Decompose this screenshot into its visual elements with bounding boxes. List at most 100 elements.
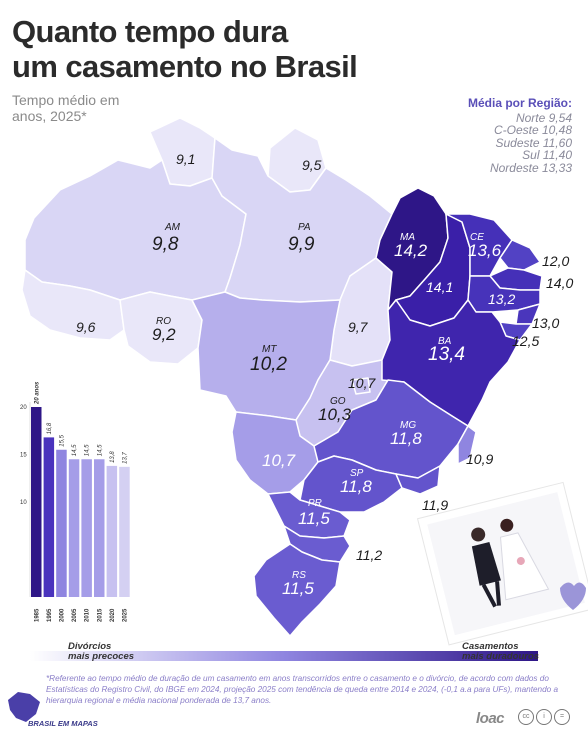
subtitle-line-1: Tempo médio em (12, 92, 120, 108)
label-mg-value: 11,8 (390, 429, 422, 448)
label-ro-abbr: RO (156, 316, 171, 327)
label-pa-abbr: PA (298, 222, 311, 233)
label-mt-abbr: MT (262, 344, 277, 355)
by-icon: i (536, 709, 552, 725)
chart-bar (119, 466, 130, 597)
label-pa-value: 9,9 (288, 234, 315, 255)
legend-gradient (30, 651, 538, 661)
regional-averages: Média por Região: Norte 9,54 C-Oeste 10,… (468, 97, 572, 174)
label-pe-value: 13,2 (488, 291, 515, 307)
chart-category-label: 2020 (110, 608, 116, 622)
regional-averages-title: Média por Região: (467, 96, 572, 110)
region-norte: Norte 9,54 (515, 110, 572, 125)
label-pi-value: 14,1 (426, 279, 453, 295)
label-se-value: 12,5 (512, 333, 539, 349)
label-go-abbr: GO (330, 396, 346, 407)
label-ma-abbr: MA (400, 232, 415, 243)
chart-value-label: 14,5 (85, 444, 91, 456)
bride-head (500, 518, 514, 532)
legend-left-line1: Divórcios (68, 641, 112, 652)
label-mt-value: 10,2 (250, 354, 287, 375)
cc-icon: cc (518, 709, 534, 725)
state-df[interactable] (351, 377, 371, 395)
label-ce-value: 13,6 (468, 241, 502, 260)
label-ce-abbr: CE (470, 232, 484, 243)
chart-bar (68, 459, 80, 597)
region-sul: Sul 11,40 (522, 148, 572, 162)
brand-name: BRASIL EM MAPAS (28, 719, 98, 728)
chart-bar (81, 459, 92, 597)
label-am-value: 9,8 (152, 234, 179, 255)
state-es[interactable] (457, 425, 477, 465)
label-mg-abbr: MG (400, 420, 416, 431)
groom-body (471, 542, 501, 586)
bride-dress (499, 532, 550, 601)
region-centro-oeste: C-Oeste 10,48 (493, 123, 572, 137)
footnote: *Referente ao tempo médio de duração de … (46, 674, 559, 705)
label-ac-value: 9,6 (76, 319, 96, 335)
label-al-value: 13,0 (532, 315, 559, 331)
chart-bar (31, 407, 42, 597)
label-ba-value: 13,4 (428, 344, 465, 365)
label-to-value: 9,7 (348, 319, 369, 335)
label-pr-value: 11,5 (298, 509, 330, 528)
chart-value-label: 15,5 (59, 434, 65, 446)
chart-value-label: 20 anos (34, 381, 40, 405)
broken-heart-icon (560, 582, 586, 610)
chart-value-label: 13,7 (122, 452, 128, 464)
label-df-value: 10,7 (348, 375, 376, 391)
state-ce[interactable] (445, 213, 513, 277)
label-sc-value: 11,2 (356, 547, 382, 563)
wedding-illustration (416, 481, 588, 646)
label-pb-value: 14,0 (546, 275, 573, 291)
label-go-value: 10,3 (318, 405, 352, 424)
chart-category-label: 2000 (59, 608, 65, 622)
region-sudeste: Sudeste 11,60 (495, 135, 572, 150)
state-rs[interactable] (253, 543, 341, 637)
label-ma-value: 14,2 (394, 241, 428, 260)
label-rs-abbr: RS (292, 570, 306, 581)
state-pr[interactable] (267, 491, 351, 539)
chart-value-label: 13,8 (110, 451, 116, 463)
legend-left-label: Divórcios mais precoces (68, 642, 134, 662)
chart-category-label: 1995 (47, 608, 53, 622)
label-ap-value: 9,5 (302, 157, 322, 173)
legend-right-label: Casamentos mais duradouros (462, 642, 539, 662)
label-es-value: 10,9 (466, 451, 493, 467)
page-title: Quanto tempo dura um casamento no Brasil (12, 14, 358, 84)
legend-left-line2: mais precoces (68, 651, 135, 662)
state-rj[interactable] (395, 465, 441, 495)
legend-right-line1: Casamentos (462, 641, 519, 652)
label-rr-value: 9,1 (176, 151, 195, 167)
region-nordeste: Nordeste 13,33 (489, 160, 572, 175)
chart-bar (43, 437, 55, 597)
subtitle-line-2: anos, 2025* (12, 108, 87, 124)
state-ac[interactable] (21, 269, 125, 341)
chart-bar (56, 449, 67, 597)
label-pr-abbr: PR (308, 498, 322, 509)
subtitle: Tempo médio em anos, 2025* (12, 92, 119, 124)
label-rs-value: 11,5 (282, 579, 314, 598)
label-rj-value: 11,9 (422, 497, 448, 513)
chart-category-label: 2005 (72, 608, 78, 622)
publisher-logo: loac (476, 710, 505, 727)
chart-category-label: 1985 (34, 608, 40, 622)
title-line-2: um casamento no Brasil (12, 49, 358, 84)
legend-right-line2: mais duradouros (462, 651, 540, 662)
chart-value-label: 14,5 (72, 444, 78, 456)
label-rn-value: 12,0 (542, 253, 569, 269)
label-ro-value: 9,2 (152, 325, 176, 344)
chart-y-tick: 15 (20, 453, 27, 459)
label-am-abbr: AM (164, 222, 181, 233)
chart-bar (106, 465, 118, 597)
chart-category-label: 2015 (97, 608, 103, 622)
title-line-1: Quanto tempo dura (12, 14, 288, 49)
chart-y-tick: 10 (20, 500, 27, 506)
brasil-em-mapas-logo-icon (8, 692, 40, 722)
chart-value-label: 16,8 (47, 422, 53, 434)
label-sp-abbr: SP (350, 468, 364, 479)
nd-icon: = (554, 709, 570, 725)
bar-chart: 2015 10 20 anos 1985 16,8 1995 15,5 2000 14,5 20… (20, 381, 130, 622)
label-ba-abbr: BA (438, 336, 452, 347)
